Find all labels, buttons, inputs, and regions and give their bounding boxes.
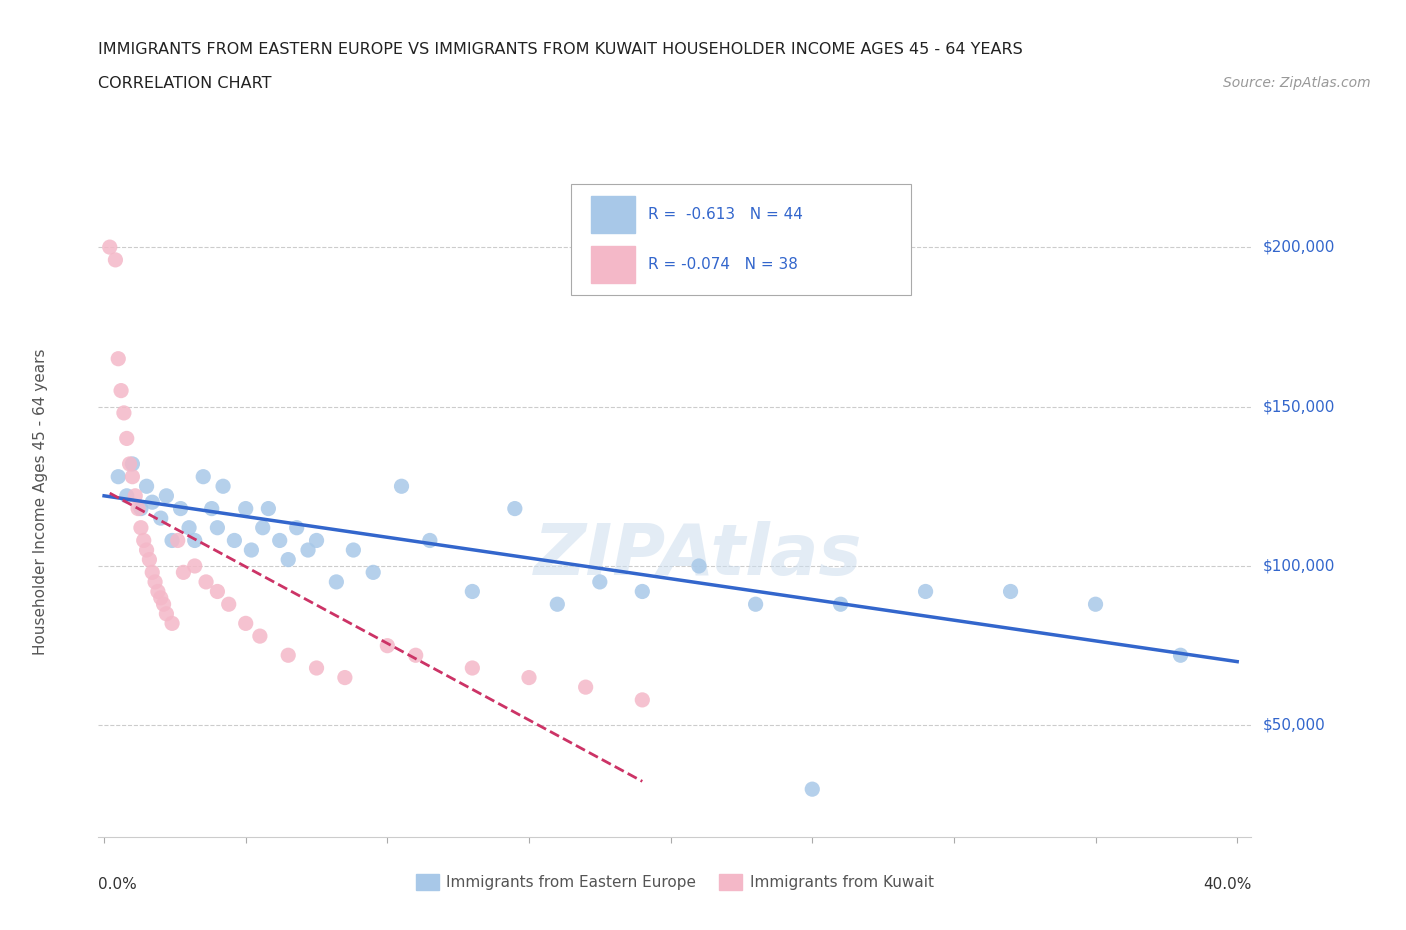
Point [744, 597, 766, 612]
Point [143, 575, 166, 590]
Point [107, 352, 129, 366]
Point [218, 597, 240, 612]
Point [589, 575, 612, 590]
Point [377, 638, 399, 653]
Point [461, 660, 484, 675]
Point [1170, 648, 1192, 663]
Point [201, 501, 224, 516]
Point [361, 565, 384, 579]
Point [546, 597, 568, 612]
Point [631, 584, 654, 599]
Point [160, 533, 183, 548]
Text: 0.0%: 0.0% [98, 877, 138, 892]
Point [172, 565, 194, 579]
Point [184, 533, 207, 548]
Point [517, 671, 540, 685]
Text: $150,000: $150,000 [1263, 399, 1336, 414]
Point [141, 565, 163, 579]
Point [118, 457, 141, 472]
Point [325, 575, 347, 590]
Point [184, 559, 207, 574]
Point [149, 511, 172, 525]
Point [207, 584, 229, 599]
Point [129, 520, 152, 535]
Point [160, 616, 183, 631]
Point [155, 488, 177, 503]
FancyBboxPatch shape [571, 184, 911, 295]
Text: $50,000: $50,000 [1263, 718, 1326, 733]
Point [285, 520, 308, 535]
Point [112, 405, 135, 420]
Point [107, 470, 129, 485]
Point [135, 479, 157, 494]
Text: $200,000: $200,000 [1263, 240, 1336, 255]
Point [249, 629, 271, 644]
Text: ZIPAtlas: ZIPAtlas [534, 522, 862, 591]
Point [277, 552, 299, 567]
Point [269, 533, 291, 548]
Text: IMMIGRANTS FROM EASTERN EUROPE VS IMMIGRANTS FROM KUWAIT HOUSEHOLDER INCOME AGES: IMMIGRANTS FROM EASTERN EUROPE VS IMMIGR… [98, 42, 1024, 57]
Point [135, 542, 157, 557]
Point [277, 648, 299, 663]
Point [503, 501, 526, 516]
Text: Householder Income Ages 45 - 64 years: Householder Income Ages 45 - 64 years [34, 349, 48, 656]
Point [149, 591, 172, 605]
Point [121, 457, 143, 472]
Point [631, 693, 654, 708]
Text: R =  -0.613   N = 44: R = -0.613 N = 44 [648, 206, 803, 221]
Point [138, 552, 160, 567]
Point [141, 495, 163, 510]
Bar [591, 246, 634, 283]
Point [129, 501, 152, 516]
Point [177, 520, 200, 535]
Point [115, 488, 138, 503]
Point [419, 533, 441, 548]
Point [342, 542, 364, 557]
Point [405, 648, 427, 663]
Legend: Immigrants from Eastern Europe, Immigrants from Kuwait: Immigrants from Eastern Europe, Immigran… [409, 868, 941, 897]
Text: 40.0%: 40.0% [1204, 877, 1251, 892]
Point [115, 431, 138, 445]
Point [152, 597, 174, 612]
Point [575, 680, 598, 695]
Text: CORRELATION CHART: CORRELATION CHART [98, 76, 271, 91]
Point [207, 520, 229, 535]
Text: R = -0.074   N = 38: R = -0.074 N = 38 [648, 257, 799, 272]
Point [1000, 584, 1022, 599]
Point [146, 584, 169, 599]
Point [166, 533, 188, 548]
Point [297, 542, 319, 557]
Point [235, 616, 257, 631]
Point [801, 782, 824, 797]
Point [193, 470, 215, 485]
Point [257, 501, 280, 516]
Point [124, 488, 146, 503]
Point [461, 584, 484, 599]
Point [121, 470, 143, 485]
Point [240, 542, 263, 557]
Point [914, 584, 936, 599]
Point [195, 575, 218, 590]
Point [132, 533, 155, 548]
Bar [591, 196, 634, 232]
Point [127, 501, 149, 516]
Point [104, 252, 127, 267]
Point [1084, 597, 1107, 612]
Point [224, 533, 246, 548]
Point [110, 383, 132, 398]
Text: $100,000: $100,000 [1263, 559, 1336, 574]
Point [252, 520, 274, 535]
Text: Source: ZipAtlas.com: Source: ZipAtlas.com [1223, 76, 1371, 90]
Point [235, 501, 257, 516]
Point [830, 597, 852, 612]
Point [169, 501, 191, 516]
Point [305, 660, 328, 675]
Point [155, 606, 177, 621]
Point [391, 479, 413, 494]
Point [333, 671, 356, 685]
Point [98, 240, 121, 255]
Point [212, 479, 235, 494]
Point [305, 533, 328, 548]
Point [688, 559, 710, 574]
